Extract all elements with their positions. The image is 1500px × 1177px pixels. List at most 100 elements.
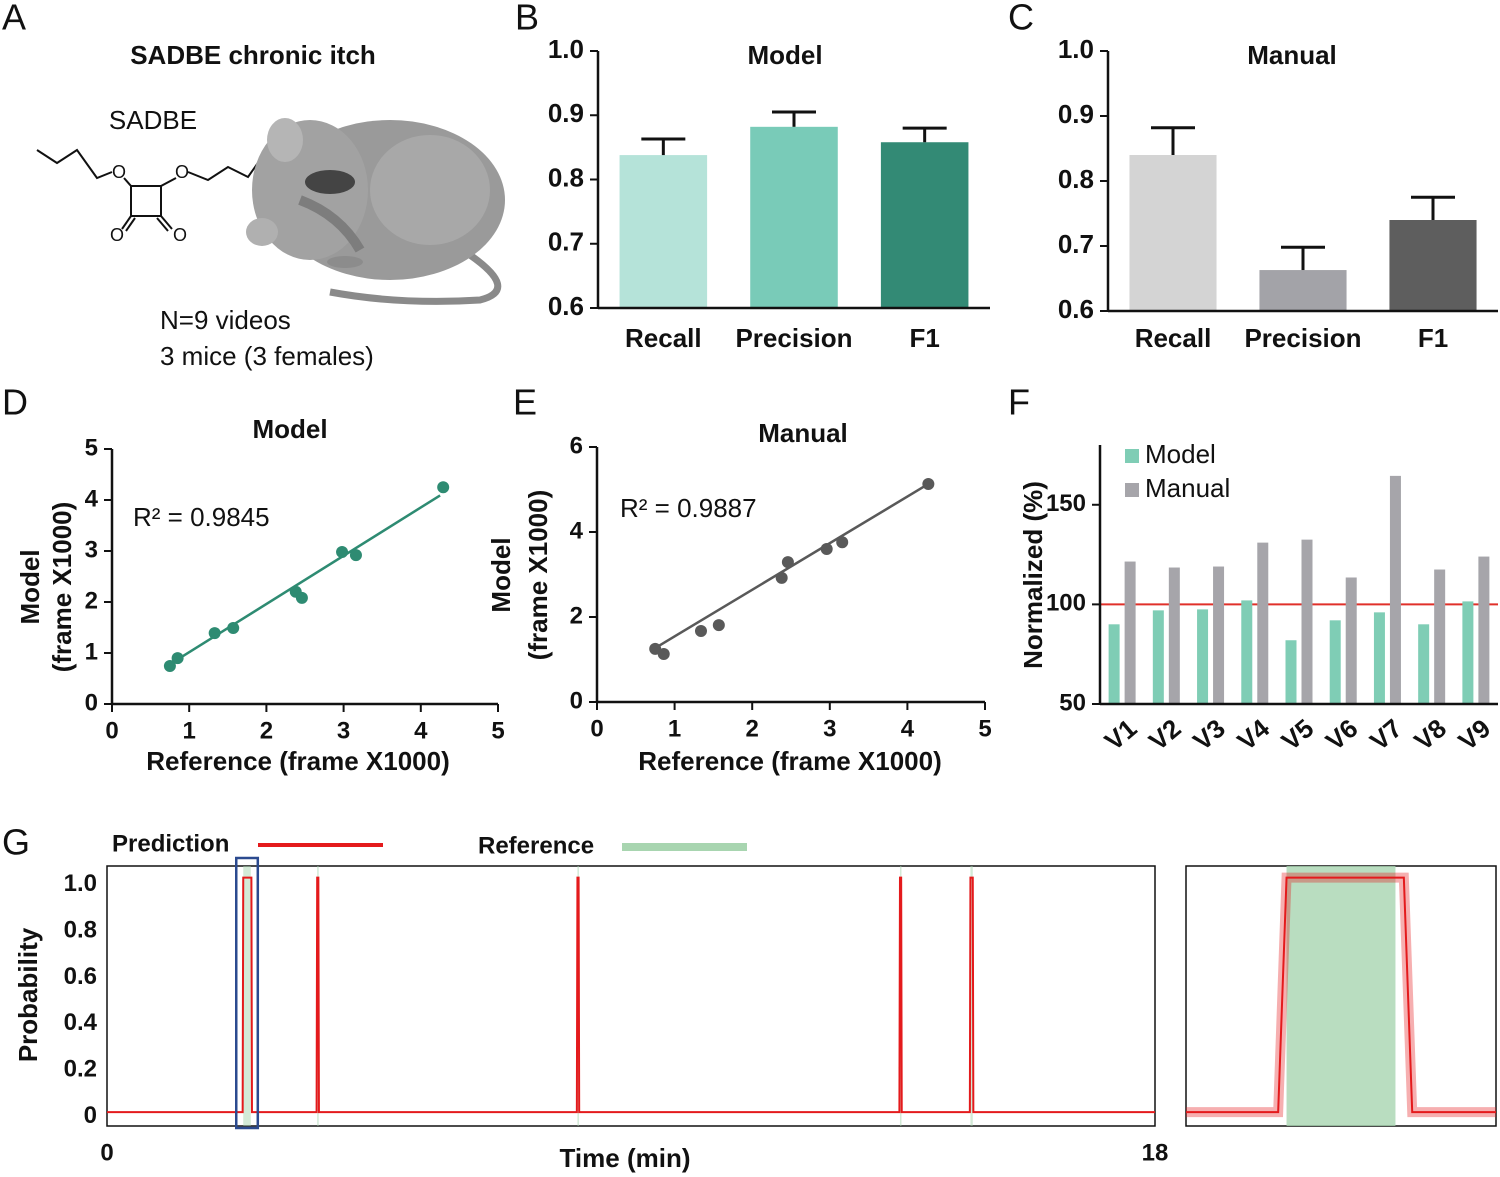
bar bbox=[1301, 539, 1313, 704]
legend-swatch bbox=[1125, 449, 1139, 463]
y-axis-label: Normalized (%) bbox=[1018, 481, 1048, 669]
x-tick-label: 5 bbox=[978, 715, 991, 742]
data-point bbox=[336, 546, 349, 559]
x-tick-label: 4 bbox=[414, 717, 428, 744]
atom-label: O bbox=[112, 162, 126, 182]
y-tick-label: 3 bbox=[85, 536, 98, 563]
x-tick-label: 4 bbox=[901, 715, 915, 742]
atom-label: O bbox=[173, 225, 187, 245]
x-tick-label: Recall bbox=[625, 323, 702, 353]
data-point bbox=[836, 536, 849, 549]
y-tick-label: 1.0 bbox=[64, 870, 97, 897]
y-tick-label: 1.0 bbox=[1058, 34, 1094, 64]
bar bbox=[1434, 569, 1446, 704]
x-tick-label: V8 bbox=[1408, 713, 1452, 756]
reference-interval bbox=[243, 866, 251, 1126]
x-tick-label: Precision bbox=[1244, 323, 1361, 353]
y-tick-label: 0.8 bbox=[1058, 164, 1094, 194]
data-point bbox=[657, 647, 670, 660]
panel-letter: B bbox=[515, 0, 539, 38]
y-tick-label: 6 bbox=[570, 432, 583, 459]
y-tick-label: 0.7 bbox=[1058, 229, 1094, 259]
x-tick-label: 3 bbox=[823, 715, 836, 742]
compound-name: SADBE bbox=[109, 105, 197, 135]
bar bbox=[1462, 601, 1474, 704]
x-tick-label: 1 bbox=[668, 715, 681, 742]
note: 3 mice (3 females) bbox=[160, 341, 374, 371]
bar bbox=[1478, 556, 1490, 704]
bar bbox=[1259, 270, 1347, 311]
data-point bbox=[781, 556, 794, 569]
panel-letter: E bbox=[513, 382, 537, 423]
line-series bbox=[1186, 876, 1496, 1114]
bar bbox=[1129, 155, 1217, 311]
y-tick-label: 1 bbox=[85, 638, 98, 665]
data-point bbox=[163, 660, 176, 673]
y-tick-label: 4 bbox=[85, 485, 99, 512]
y-tick-label: 2 bbox=[85, 587, 98, 614]
x-tick-label: Recall bbox=[1135, 323, 1212, 353]
y-tick-label: 0.6 bbox=[1058, 294, 1094, 324]
note: N=9 videos bbox=[160, 305, 291, 335]
bar bbox=[1108, 624, 1120, 704]
bar bbox=[1345, 577, 1357, 704]
y-tick-label: 0 bbox=[85, 689, 98, 716]
y-tick-label: 5 bbox=[85, 434, 98, 461]
data-point bbox=[349, 549, 362, 562]
data-point bbox=[171, 652, 184, 665]
zoom-box bbox=[235, 856, 260, 1130]
panel-letter: A bbox=[2, 0, 26, 38]
y-tick-label: 0.9 bbox=[1058, 99, 1094, 129]
bar bbox=[1285, 640, 1297, 704]
y-axis-label: Model bbox=[15, 549, 45, 624]
data-point bbox=[295, 591, 308, 604]
panel-letter: D bbox=[2, 382, 28, 423]
bar bbox=[1418, 624, 1430, 704]
bar bbox=[1213, 566, 1225, 704]
annotation: R² = 0.9887 bbox=[620, 493, 757, 523]
x-tick-label: 2 bbox=[746, 715, 759, 742]
bar bbox=[1124, 561, 1136, 704]
y-tick-label: 2 bbox=[570, 602, 583, 629]
x-tick-label: V9 bbox=[1453, 713, 1497, 756]
x-tick-label: V4 bbox=[1231, 713, 1275, 757]
y-axis-label: Model bbox=[486, 537, 516, 612]
bar bbox=[750, 126, 838, 308]
x-tick-label: V5 bbox=[1276, 713, 1320, 756]
x-tick-label: V2 bbox=[1143, 713, 1187, 756]
y-tick-label: 0.6 bbox=[64, 963, 97, 990]
data-point bbox=[820, 543, 833, 555]
y-tick-label: 150 bbox=[1046, 490, 1086, 517]
data-point bbox=[775, 571, 788, 584]
x-tick-label: 5 bbox=[491, 717, 504, 744]
y-tick-label: 0.8 bbox=[548, 162, 584, 192]
x-tick-label: 1 bbox=[183, 717, 196, 744]
bar bbox=[1389, 475, 1401, 704]
y-tick-label: 0.8 bbox=[64, 916, 97, 943]
data-point bbox=[208, 627, 221, 640]
panel-title: SADBE chronic itch bbox=[130, 40, 376, 70]
plot-area bbox=[107, 866, 1155, 1126]
line-series-glow bbox=[1186, 872, 1496, 1118]
y-axis-label: (frame X1000) bbox=[523, 490, 553, 661]
bar bbox=[880, 142, 969, 308]
line-series bbox=[107, 876, 1155, 1114]
molecule bbox=[36, 148, 268, 232]
data-point bbox=[437, 481, 450, 494]
y-tick-label: 0.2 bbox=[64, 1056, 97, 1083]
y-axis-label: Probability bbox=[13, 927, 43, 1062]
panel-letter: C bbox=[1008, 0, 1034, 38]
bar bbox=[619, 155, 708, 308]
legend-swatch bbox=[1125, 483, 1139, 497]
reference-interval bbox=[970, 866, 973, 1126]
x-axis-label: Reference (frame X1000) bbox=[638, 746, 942, 776]
chart-title: Manual bbox=[758, 418, 848, 448]
x-tick-label: 0 bbox=[100, 1139, 113, 1166]
y-tick-label: 0 bbox=[84, 1102, 97, 1129]
x-axis-label: Reference (frame X1000) bbox=[146, 746, 450, 776]
chart-title: Model bbox=[747, 40, 822, 70]
x-tick-label: F1 bbox=[1418, 323, 1448, 353]
chart-title: Manual bbox=[1247, 40, 1337, 70]
